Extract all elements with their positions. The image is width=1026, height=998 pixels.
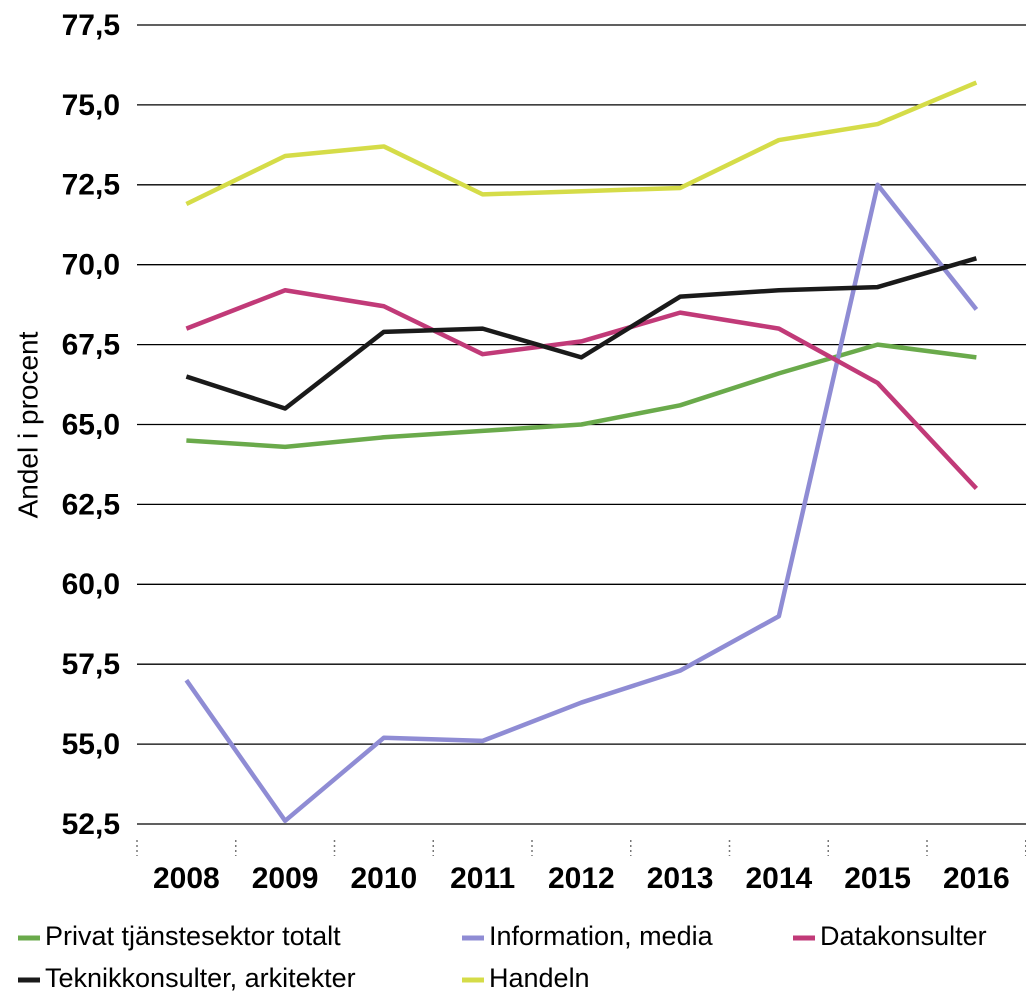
legend-label: Handeln [489, 963, 590, 993]
x-tick-label: 2013 [647, 862, 714, 895]
y-tick-label: 62,5 [62, 488, 120, 521]
legend-label: Teknikkonsulter, arkitekter [45, 963, 356, 993]
y-tick-label: 75,0 [62, 89, 120, 122]
x-tick-label: 2015 [844, 862, 911, 895]
legend-label: Privat tjänstesektor totalt [45, 921, 341, 951]
y-tick-label: 70,0 [62, 249, 120, 282]
y-axis-label: Andel i procent [12, 331, 43, 518]
y-tick-label: 72,5 [62, 169, 120, 202]
y-tick-label: 65,0 [62, 408, 120, 441]
x-tick-label: 2016 [943, 862, 1010, 895]
series-line [186, 342, 977, 450]
y-tick-label: 60,0 [62, 568, 120, 601]
y-tick-label: 57,5 [62, 648, 120, 681]
y-tick-label: 67,5 [62, 329, 120, 362]
legend-label: Information, media [489, 921, 714, 951]
legend-label: Datakonsulter [820, 921, 987, 951]
x-tick-label: 2011 [450, 862, 515, 895]
series-line [185, 80, 978, 207]
x-tick-label: 2012 [548, 862, 615, 895]
y-tick-label: 55,0 [62, 728, 120, 761]
series-line [184, 182, 979, 824]
x-tick-label: 2008 [153, 862, 220, 895]
y-tick-label: 52,5 [62, 808, 120, 841]
series-line [185, 288, 979, 490]
x-tick-label: 2009 [252, 862, 319, 895]
series-line [185, 256, 978, 411]
x-tick-label: 2014 [746, 862, 813, 895]
x-tick-label: 2010 [351, 862, 418, 895]
y-tick-label: 77,5 [62, 9, 120, 42]
